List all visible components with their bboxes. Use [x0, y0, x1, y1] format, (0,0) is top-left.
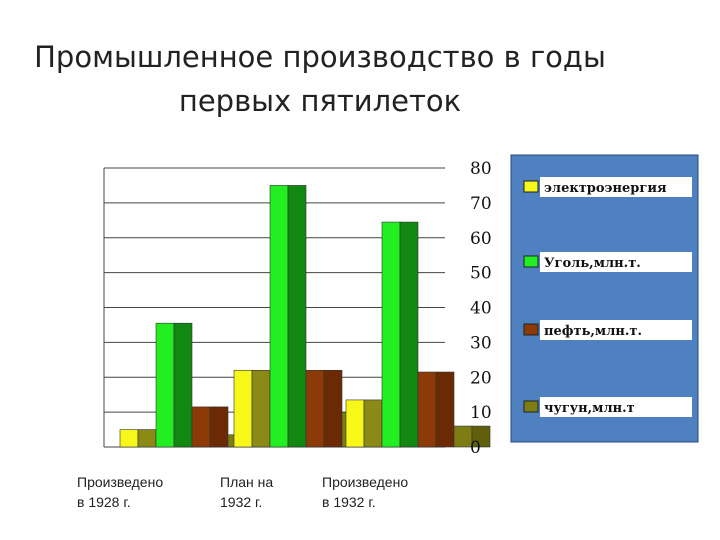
bar-2-2-face	[417, 371, 437, 448]
category-label: План на	[220, 474, 273, 490]
category-label: в 1928 г.	[77, 494, 131, 510]
bar-0-0-face	[119, 429, 139, 448]
legend-label: чугун,млн.т	[544, 401, 635, 416]
legend-swatch	[523, 255, 539, 268]
chart-title-line-1: Промышленное производство в годы	[34, 40, 606, 74]
bar-0-2-face	[345, 399, 365, 448]
legend-box	[510, 154, 699, 443]
bar-2-0-face	[191, 406, 211, 448]
legend-swatch	[523, 323, 539, 336]
bar-2-1-face	[305, 369, 325, 448]
y-tick-label: 60	[470, 229, 492, 249]
bar-2-0-shade	[209, 406, 229, 448]
bar-1-2-face	[381, 221, 401, 448]
category-label: Произведено	[77, 474, 163, 490]
legend-swatch	[523, 400, 539, 413]
y-tick-label: 70	[470, 194, 492, 214]
bars	[119, 185, 491, 448]
y-tick-label: 20	[470, 368, 492, 388]
bar-2-2-shade	[435, 371, 455, 448]
legend-label: Уголь,млн.т.	[544, 256, 641, 271]
y-tick-label: 0	[470, 438, 481, 458]
legend-swatch	[523, 180, 539, 193]
y-tick-label: 10	[470, 403, 492, 423]
y-tick-label: 80	[470, 159, 492, 179]
category-label: 1932 г.	[220, 494, 262, 510]
category-label: Произведено	[322, 474, 408, 490]
bar-3-2-shade	[471, 425, 491, 448]
legend-label-bg	[540, 397, 692, 417]
bar-0-0-shade	[137, 429, 157, 448]
y-axis-ticks: 0 10 20 30 40 50 60 70 80	[470, 159, 492, 458]
legend: электроэнергия Уголь,млн.т. пефть,млн.т. чу…	[510, 154, 699, 443]
bar-0-1-shade	[251, 369, 271, 448]
bar-0-2-shade	[363, 399, 383, 448]
category-label: в 1932 г.	[322, 494, 376, 510]
legend-label-bg	[540, 177, 692, 197]
bar-1-0-face	[155, 322, 175, 448]
bar-1-1-face	[269, 185, 289, 448]
bar-2-1-shade	[323, 369, 343, 448]
legend-label: пефть,млн.т.	[544, 324, 642, 339]
bar-1-2-shade	[399, 221, 419, 448]
bar-0-1-face	[233, 369, 253, 448]
legend-label-bg	[540, 252, 692, 272]
legend-label: электроэнергия	[544, 181, 667, 196]
bar-1-1-shade	[287, 185, 307, 448]
chart-title-line-2: первых пятилеток	[178, 84, 462, 118]
bar-1-0-shade	[173, 322, 193, 448]
x-axis-categories: Произведено в 1928 г. План на 1932 г. Произв…	[77, 474, 408, 510]
legend-label-bg	[540, 320, 692, 340]
y-tick-label: 40	[470, 299, 492, 319]
y-tick-label: 30	[470, 333, 492, 353]
y-tick-label: 50	[470, 264, 492, 284]
